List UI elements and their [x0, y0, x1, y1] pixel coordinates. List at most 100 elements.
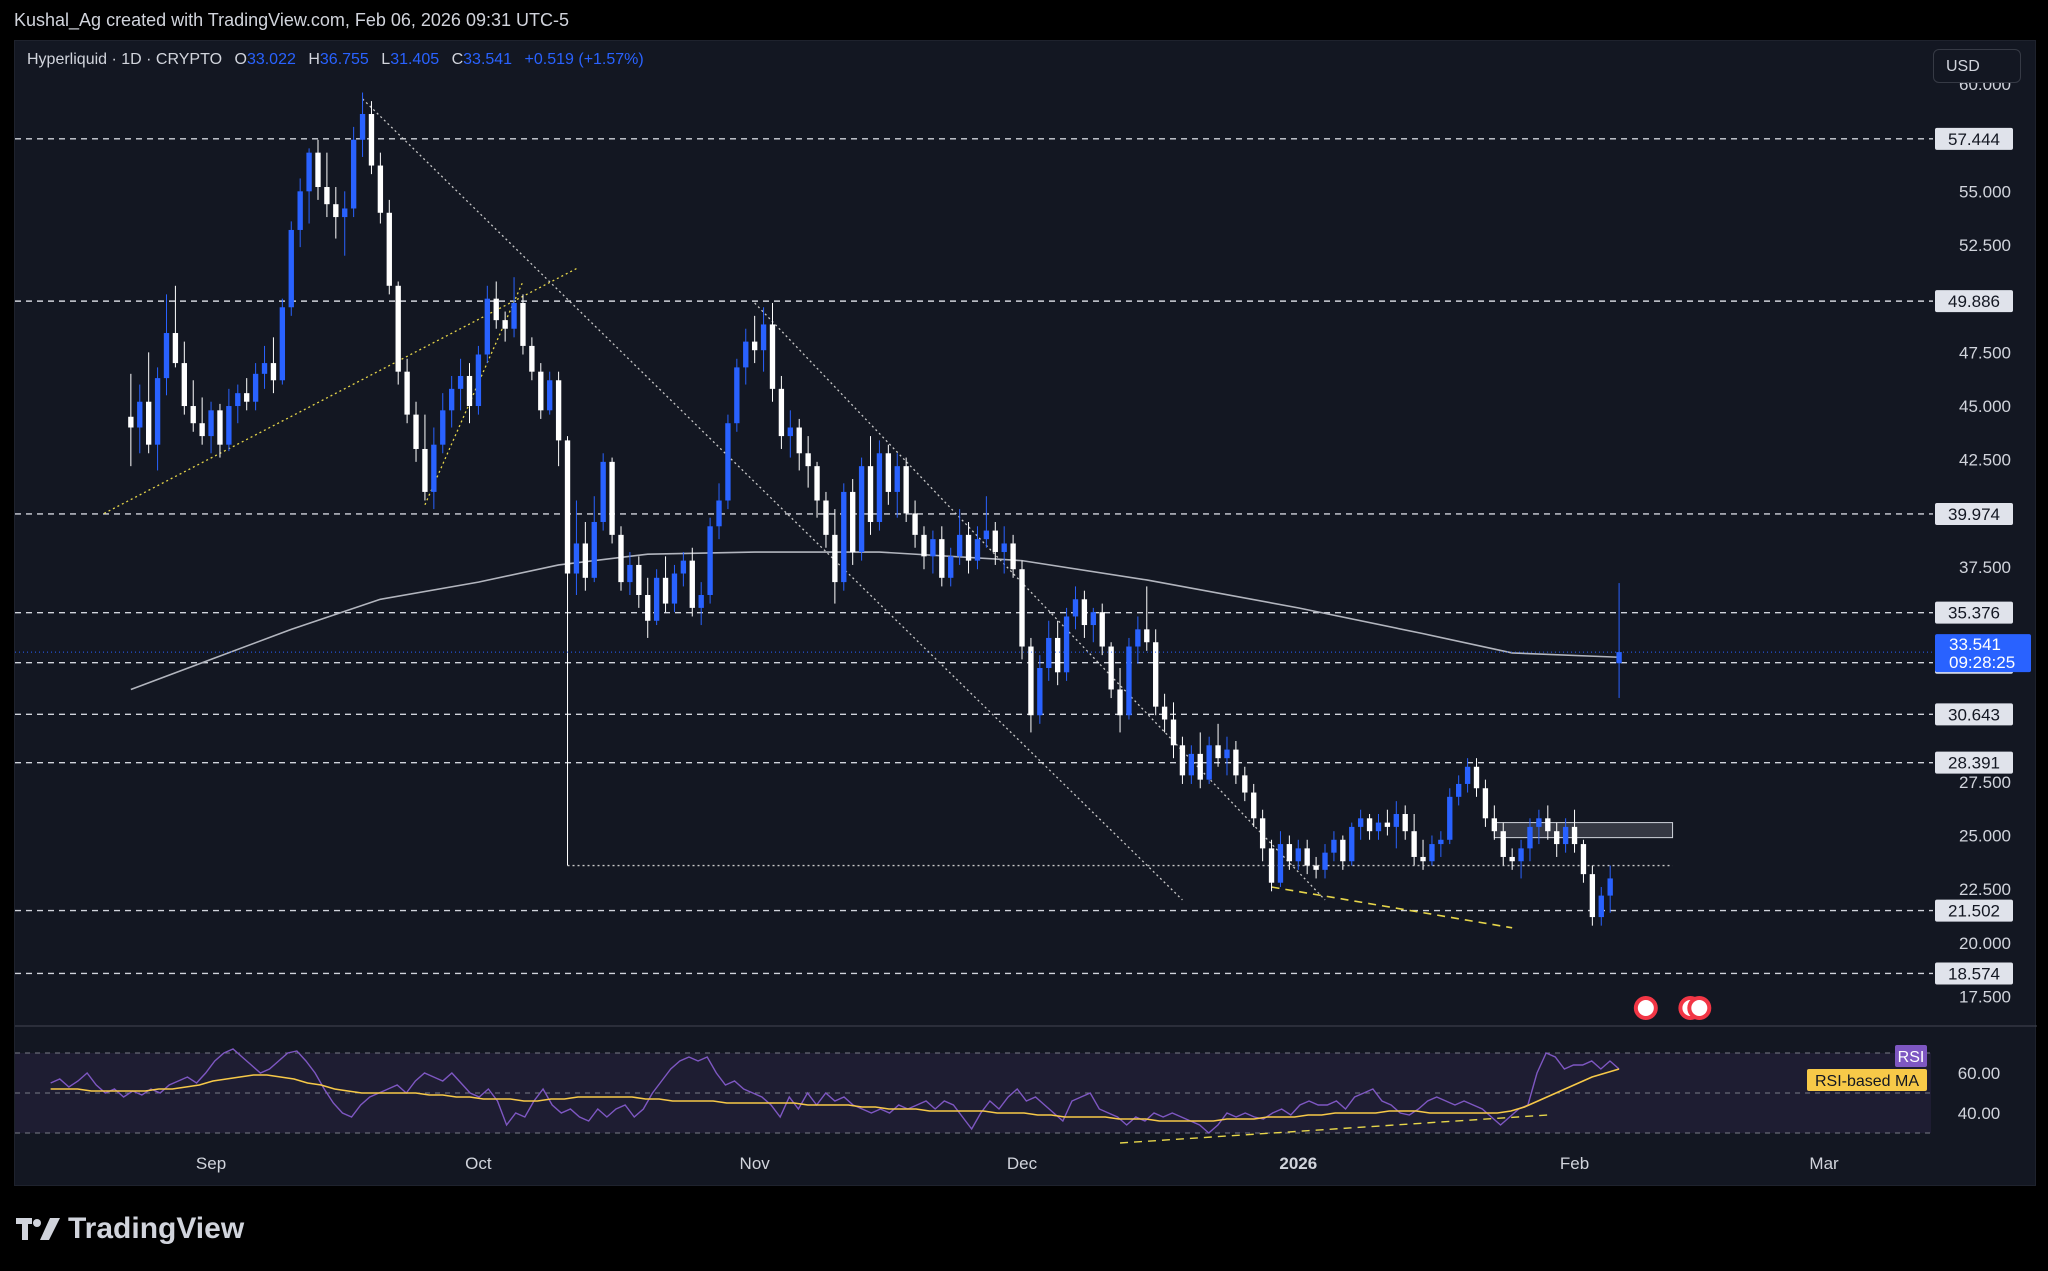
candle-body [885, 453, 892, 492]
candle-body [956, 534, 963, 557]
x-axis-label: 2026 [1279, 1154, 1317, 1173]
candle-body [734, 367, 740, 424]
level-badge [1935, 899, 2013, 922]
candle-body [939, 539, 945, 578]
candle-body [823, 500, 829, 535]
level-badge-label: 39.974 [1948, 505, 2000, 524]
candle-body [1135, 629, 1141, 647]
chart-svg[interactable]: 60.00055.00052.50047.50045.00042.50037.5… [15, 41, 2037, 1187]
candle-body [1054, 637, 1061, 673]
candle-body [716, 500, 722, 527]
candle-body [137, 401, 143, 428]
price-tick-label: 22.500 [1959, 880, 2011, 899]
x-axis-label: Dec [1007, 1154, 1038, 1173]
candle-body [636, 564, 642, 595]
candle-body [163, 333, 170, 379]
candle-body [386, 212, 392, 286]
currency-button[interactable]: USD [1933, 49, 2021, 83]
price-tick-label: 37.500 [1959, 558, 2011, 577]
candle-body [261, 363, 268, 374]
candle-body [983, 530, 990, 540]
candle-body [832, 534, 838, 583]
candle-body [484, 298, 490, 355]
candle-body [448, 388, 455, 411]
rsi-divergence-line [1119, 1114, 1548, 1144]
price-tick-label: 55.000 [1959, 182, 2011, 201]
candle-body [431, 444, 437, 492]
candle-body [1571, 826, 1578, 845]
candle-body [876, 453, 883, 522]
candle-body [538, 371, 544, 411]
candle-body [850, 491, 856, 553]
candle-body [1001, 543, 1007, 553]
symbol-name: Hyperliquid · 1D · CRYPTO [27, 51, 223, 68]
level-badge-label: 28.391 [1948, 754, 2000, 773]
level-badge [1935, 290, 2013, 313]
candle-body [1286, 844, 1293, 862]
candle-body [1438, 839, 1444, 845]
candle-body [1545, 818, 1551, 832]
candle-body [796, 427, 802, 454]
candle-body [1251, 792, 1257, 819]
candle-body [1357, 818, 1364, 827]
x-axis-label: Feb [1560, 1154, 1589, 1173]
price-tick-label: 25.000 [1959, 826, 2011, 845]
candle-body [288, 229, 294, 308]
close-label: C [451, 51, 464, 68]
candle-body [618, 534, 624, 583]
rsi-ma-label-badge [1807, 1069, 1927, 1091]
open-label: O [234, 51, 247, 68]
candle-body [475, 354, 482, 407]
candle-body [368, 114, 375, 166]
countdown-label: 09:28:25 [1949, 653, 2015, 672]
candle-body [529, 345, 535, 372]
symbol-legend[interactable]: Hyperliquid · 1D · CRYPTO O33.022 H36.75… [27, 51, 644, 69]
candle-body [1402, 814, 1408, 832]
candle-body [217, 410, 223, 445]
candle-body [974, 539, 981, 561]
candle-body [1384, 822, 1391, 827]
candle-body [743, 341, 749, 368]
candle-body [1233, 749, 1239, 776]
candle-body [645, 594, 651, 621]
candle-body [226, 406, 232, 445]
level-badge-label: 57.444 [1948, 130, 2000, 149]
candle-body [627, 564, 633, 583]
candle-body [1161, 706, 1168, 720]
tradingview-logo[interactable]: TradingView [16, 1212, 244, 1246]
close-value: 33.541 [463, 51, 513, 68]
candle-body [707, 526, 713, 595]
candle-body [1616, 652, 1622, 664]
candle-body [1607, 878, 1613, 896]
candle-body [1099, 612, 1105, 647]
candle-body [778, 388, 785, 437]
candle-body [1117, 689, 1123, 716]
candle-body [1554, 831, 1560, 845]
rsi-label-badge [1895, 1045, 1927, 1067]
level-badge-label: 35.376 [1948, 604, 2000, 623]
candle-body [1179, 745, 1186, 776]
level-badge [1935, 502, 2013, 525]
trendline-support [103, 268, 577, 514]
candle-body [1242, 775, 1248, 793]
x-axis-label: Mar [1809, 1154, 1839, 1173]
level-badge [1935, 962, 2013, 985]
candle-body [1456, 783, 1462, 797]
candle-body [377, 165, 384, 213]
supply-zone-box [1493, 822, 1674, 839]
ma200-line [130, 551, 1620, 691]
candle-body [573, 543, 580, 574]
candle-body [1420, 856, 1426, 862]
candle-body [653, 577, 660, 621]
level-badge-label: 21.502 [1948, 902, 2000, 921]
chart-pane[interactable]: 60.000 55.000 52.500 47.500 45.000 42.500 37.5… [14, 40, 2037, 1187]
candle-body [1340, 839, 1346, 862]
price-tick-label: 47.500 [1959, 343, 2011, 362]
candle-body [1215, 745, 1221, 759]
low-value: 31.405 [390, 51, 440, 68]
candle-body [315, 152, 321, 188]
candle-body [1331, 839, 1337, 853]
candle-body [395, 285, 401, 372]
candle-body [413, 414, 419, 449]
candle-body [662, 577, 669, 604]
